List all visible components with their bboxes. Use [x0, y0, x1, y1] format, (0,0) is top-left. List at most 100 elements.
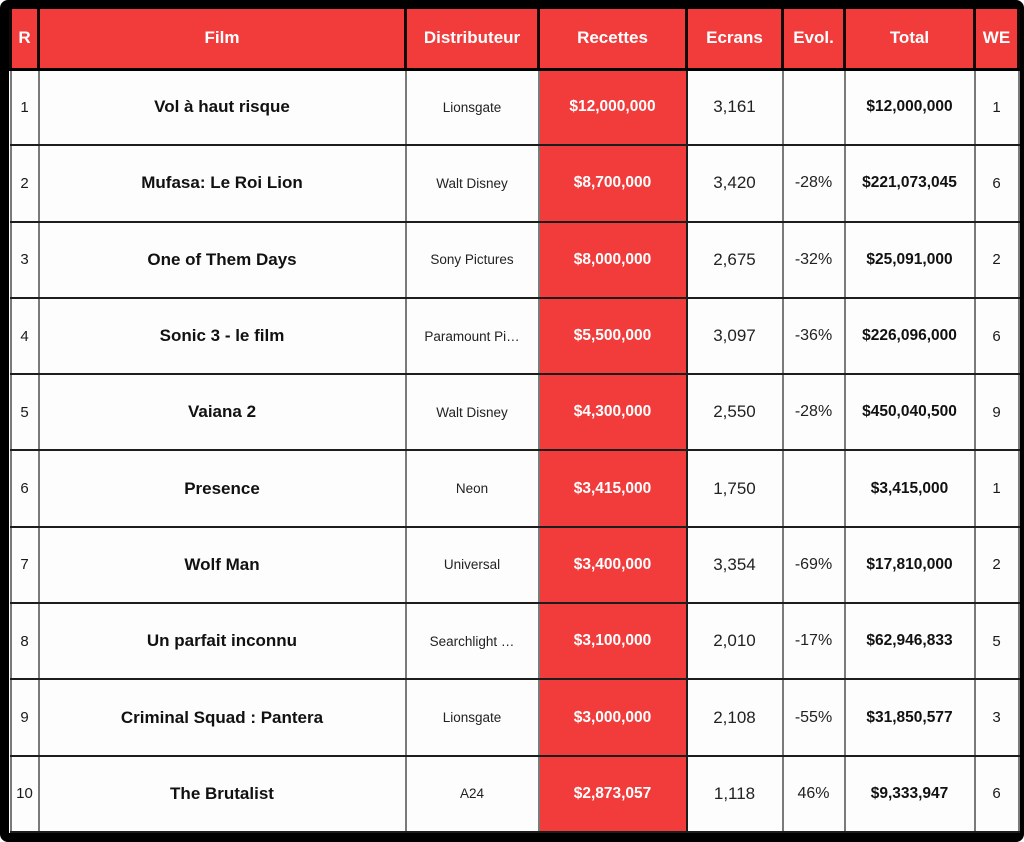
distributor-cell: Lionsgate	[404, 678, 540, 757]
we-cell: 1	[973, 67, 1020, 147]
ecrans-cell: 2,675	[685, 220, 784, 299]
film-cell: Vaiana 2	[37, 373, 407, 452]
we-cell: 6	[973, 296, 1020, 376]
evol-cell: -69%	[781, 525, 846, 605]
table-row: 7 Wolf Man Universal $3,400,000 3,354 -6…	[9, 525, 1020, 605]
rank-cell: 1	[9, 67, 40, 147]
table-row: 2 Mufasa: Le Roi Lion Walt Disney $8,700…	[9, 144, 1020, 223]
rank-cell: 6	[9, 449, 40, 528]
table-row: 4 Sonic 3 - le film Paramount Pi… $5,500…	[9, 296, 1020, 376]
column-header-total: Total	[843, 9, 976, 71]
recettes-cell: $3,400,000	[537, 525, 688, 605]
ecrans-cell: 1,750	[685, 449, 784, 528]
column-header-distributor: Distributeur	[404, 9, 540, 71]
recettes-cell: $8,700,000	[537, 144, 688, 223]
ecrans-cell: 2,010	[685, 602, 784, 681]
rank-cell: 4	[9, 296, 40, 376]
table-row: 9 Criminal Squad : Pantera Lionsgate $3,…	[9, 678, 1020, 757]
evol-cell: -32%	[781, 220, 846, 299]
we-cell: 2	[973, 525, 1020, 605]
ecrans-cell: 3,420	[685, 144, 784, 223]
we-cell: 9	[973, 373, 1020, 452]
film-cell: Mufasa: Le Roi Lion	[37, 144, 407, 223]
ecrans-cell: 2,550	[685, 373, 784, 452]
distributor-cell: Paramount Pi…	[404, 296, 540, 376]
table-row: 3 One of Them Days Sony Pictures $8,000,…	[9, 220, 1020, 299]
evol-cell: -17%	[781, 602, 846, 681]
total-cell: $226,096,000	[843, 296, 976, 376]
film-cell: One of Them Days	[37, 220, 407, 299]
rank-cell: 10	[9, 754, 40, 834]
ecrans-cell: 1,118	[685, 754, 784, 834]
film-cell: Presence	[37, 449, 407, 528]
ecrans-cell: 3,097	[685, 296, 784, 376]
evol-cell: -36%	[781, 296, 846, 376]
rank-cell: 3	[9, 220, 40, 299]
film-cell: Sonic 3 - le film	[37, 296, 407, 376]
ecrans-cell: 3,161	[685, 67, 784, 147]
column-header-recettes: Recettes	[537, 9, 688, 71]
recettes-cell: $2,873,057	[537, 754, 688, 834]
film-cell: Criminal Squad : Pantera	[37, 678, 407, 757]
rank-cell: 8	[9, 602, 40, 681]
total-cell: $9,333,947	[843, 754, 976, 834]
recettes-cell: $8,000,000	[537, 220, 688, 299]
distributor-cell: Walt Disney	[404, 144, 540, 223]
evol-cell	[781, 67, 846, 147]
total-cell: $17,810,000	[843, 525, 976, 605]
total-cell: $221,073,045	[843, 144, 976, 223]
evol-cell: -28%	[781, 373, 846, 452]
rank-cell: 5	[9, 373, 40, 452]
we-cell: 6	[973, 754, 1020, 834]
distributor-cell: Lionsgate	[404, 67, 540, 147]
we-cell: 3	[973, 678, 1020, 757]
table-row: 6 Presence Neon $3,415,000 1,750 $3,415,…	[9, 449, 1020, 528]
column-header-ecrans: Ecrans	[685, 9, 784, 71]
rank-cell: 9	[9, 678, 40, 757]
film-cell: Un parfait inconnu	[37, 602, 407, 681]
total-cell: $3,415,000	[843, 449, 976, 528]
ecrans-cell: 2,108	[685, 678, 784, 757]
table-body: 1 Vol à haut risque Lionsgate $12,000,00…	[9, 67, 1020, 834]
table-row: 1 Vol à haut risque Lionsgate $12,000,00…	[9, 67, 1020, 147]
we-cell: 1	[973, 449, 1020, 528]
table-row: 8 Un parfait inconnu Searchlight … $3,10…	[9, 602, 1020, 681]
we-cell: 6	[973, 144, 1020, 223]
recettes-cell: $4,300,000	[537, 373, 688, 452]
column-header-we: WE	[973, 9, 1020, 71]
total-cell: $12,000,000	[843, 67, 976, 147]
distributor-cell: A24	[404, 754, 540, 834]
film-cell: Vol à haut risque	[37, 67, 407, 147]
distributor-cell: Sony Pictures	[404, 220, 540, 299]
evol-cell: 46%	[781, 754, 846, 834]
column-header-film: Film	[37, 9, 407, 71]
evol-cell: -28%	[781, 144, 846, 223]
recettes-cell: $3,000,000	[537, 678, 688, 757]
column-header-rank: R	[9, 9, 40, 71]
recettes-cell: $3,415,000	[537, 449, 688, 528]
we-cell: 5	[973, 602, 1020, 681]
we-cell: 2	[973, 220, 1020, 299]
table-row: 5 Vaiana 2 Walt Disney $4,300,000 2,550 …	[9, 373, 1020, 452]
distributor-cell: Searchlight …	[404, 602, 540, 681]
ecrans-cell: 3,354	[685, 525, 784, 605]
table-row: 10 The Brutalist A24 $2,873,057 1,118 46…	[9, 754, 1020, 834]
evol-cell	[781, 449, 846, 528]
recettes-cell: $5,500,000	[537, 296, 688, 376]
recettes-cell: $3,100,000	[537, 602, 688, 681]
total-cell: $25,091,000	[843, 220, 976, 299]
evol-cell: -55%	[781, 678, 846, 757]
header-row: R Film Distributeur Recettes Ecrans Evol…	[9, 9, 1020, 71]
column-header-evol: Evol.	[781, 9, 846, 71]
total-cell: $450,040,500	[843, 373, 976, 452]
boxoffice-table: R Film Distributeur Recettes Ecrans Evol…	[9, 9, 1020, 834]
film-cell: Wolf Man	[37, 525, 407, 605]
distributor-cell: Universal	[404, 525, 540, 605]
rank-cell: 2	[9, 144, 40, 223]
distributor-cell: Walt Disney	[404, 373, 540, 452]
recettes-cell: $12,000,000	[537, 67, 688, 147]
total-cell: $62,946,833	[843, 602, 976, 681]
film-cell: The Brutalist	[37, 754, 407, 834]
rank-cell: 7	[9, 525, 40, 605]
